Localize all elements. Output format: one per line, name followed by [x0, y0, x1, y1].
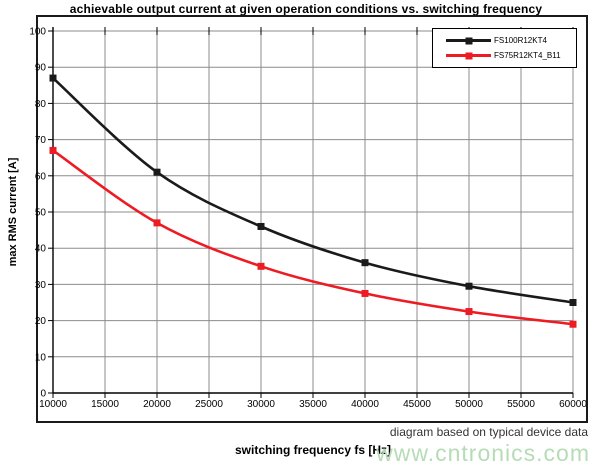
data-marker-FS100R12KT4 — [465, 282, 473, 290]
y-tick-label: 40 — [35, 244, 47, 255]
data-marker-FS100R12KT4 — [361, 259, 369, 267]
x-tick-label: 40000 — [351, 399, 379, 410]
series-line-FS100R12KT4 — [51, 76, 575, 304]
y-tick-label: 50 — [35, 208, 47, 219]
legend-line-sample — [446, 52, 491, 59]
legend-line-sample — [446, 37, 491, 44]
data-marker-FS75R12KT4_B11 — [361, 289, 369, 297]
legend-marker-icon — [465, 52, 472, 59]
y-tick-label: 90 — [35, 63, 47, 74]
legend: FS100R12KT4 FS75R12KT4_B11 — [432, 28, 577, 68]
chart-frame — [36, 15, 588, 423]
x-tick-label: 25000 — [195, 399, 223, 410]
y-tick-label: 80 — [35, 99, 47, 110]
y-tick-label: 0 — [40, 389, 46, 400]
chart-title: achievable output current at given opera… — [69, 2, 543, 16]
x-tick-label: 45000 — [403, 399, 431, 410]
y-tick-label: 70 — [35, 135, 47, 146]
data-marker-FS75R12KT4_B11 — [257, 262, 265, 270]
data-marker-FS75R12KT4_B11 — [49, 146, 57, 154]
x-tick-label: 20000 — [143, 399, 171, 410]
data-marker-FS75R12KT4_B11 — [465, 308, 473, 316]
y-tick-label: 30 — [35, 280, 47, 291]
legend-entry: FS100R12KT4 — [433, 33, 576, 48]
legend-marker-icon — [465, 37, 472, 44]
footnote-text: diagram based on typical device data — [389, 425, 588, 439]
x-tick-label: 35000 — [299, 399, 327, 410]
x-tick-label: 60000 — [559, 399, 587, 410]
data-marker-FS75R12KT4_B11 — [153, 219, 161, 227]
x-tick-label: 15000 — [91, 399, 119, 410]
y-tick-label: 60 — [35, 171, 47, 182]
x-tick-label: 10000 — [39, 399, 67, 410]
data-marker-FS100R12KT4 — [49, 74, 57, 82]
legend-entry: FS75R12KT4_B11 — [433, 48, 576, 63]
watermark-link: www.cntronics.com — [376, 440, 590, 466]
x-tick-label: 50000 — [455, 399, 483, 410]
data-marker-FS100R12KT4 — [153, 168, 161, 176]
series-line-FS75R12KT4_B11 — [51, 149, 575, 326]
y-tick-label: 10 — [35, 352, 47, 363]
x-tick-label: 55000 — [507, 399, 535, 410]
data-marker-FS100R12KT4 — [257, 222, 265, 230]
legend-label: FS100R12KT4 — [494, 36, 547, 45]
legend-label: FS75R12KT4_B11 — [494, 51, 561, 60]
y-tick-label: 100 — [29, 27, 46, 38]
data-marker-FS75R12KT4_B11 — [569, 320, 577, 328]
y-tick-label: 20 — [35, 316, 47, 327]
data-marker-FS100R12KT4 — [569, 299, 577, 306]
x-axis-title: switching frequency fs [Hz] — [234, 443, 392, 457]
x-tick-label: 30000 — [247, 399, 275, 410]
